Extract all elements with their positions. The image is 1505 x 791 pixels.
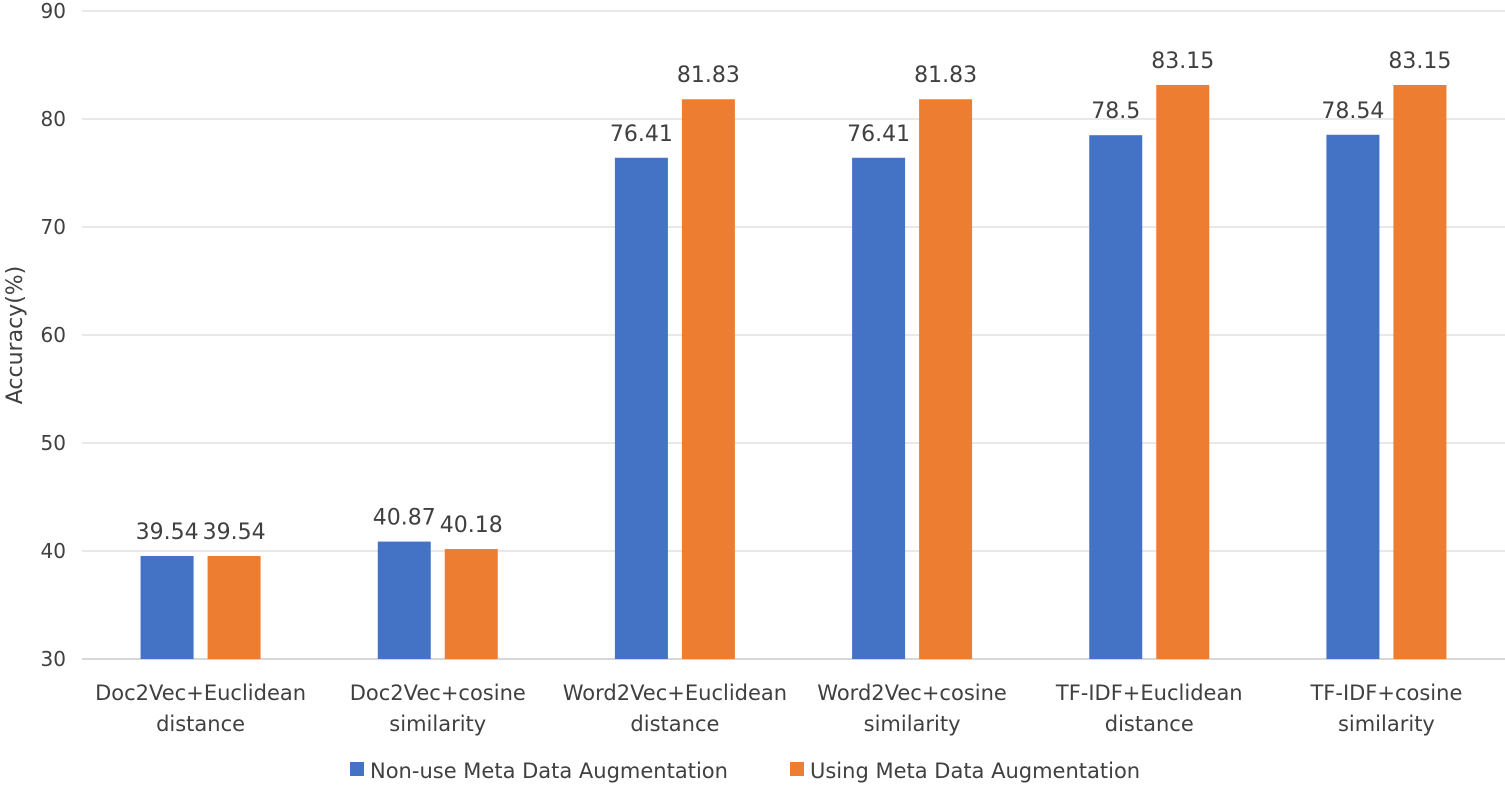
- x-category-label: Word2Vec+cosine: [817, 681, 1007, 705]
- bar-non-use-4: [1089, 135, 1143, 659]
- x-category-label: distance: [630, 712, 719, 736]
- bar-using-1: [444, 549, 498, 659]
- data-label: 76.41: [610, 122, 673, 147]
- data-labels: 39.54 39.54 40.87 40.18 76.41 81.83 76.41 81.83…: [136, 49, 1452, 545]
- x-category-label: similarity: [864, 712, 961, 736]
- x-category-label: TF-IDF+Euclidean: [1055, 681, 1243, 705]
- legend-swatch-using: [790, 762, 804, 776]
- legend: Non-use Meta Data Augmentation Using Meta…: [350, 759, 1140, 783]
- data-label: 76.41: [847, 122, 910, 147]
- y-tick-label: 40: [41, 539, 66, 563]
- legend-label: Using Meta Data Augmentation: [810, 759, 1140, 783]
- bar-non-use-1: [377, 541, 431, 659]
- y-tick-label: 60: [41, 323, 66, 347]
- data-label: 83.15: [1388, 49, 1451, 74]
- bar-non-use-3: [852, 157, 906, 659]
- x-category-label: Doc2Vec+cosine: [350, 681, 526, 705]
- bar-using-5: [1393, 84, 1447, 660]
- bar-using-4: [1156, 84, 1210, 660]
- y-tick-label: 90: [41, 0, 66, 23]
- x-axis-categories: Doc2Vec+Euclidean distance Doc2Vec+cosine s…: [95, 681, 1462, 736]
- x-category-label: similarity: [1338, 712, 1435, 736]
- x-category-label: distance: [1105, 712, 1194, 736]
- data-label: 40.87: [373, 506, 436, 531]
- y-tick-label: 50: [41, 431, 66, 455]
- y-axis-title: Accuracy(%): [3, 266, 28, 405]
- x-category-label: Word2Vec+Euclidean: [563, 681, 787, 705]
- y-tick-label: 70: [41, 215, 66, 239]
- bar-using-2: [681, 99, 735, 659]
- data-label: 81.83: [677, 63, 740, 88]
- bar-non-use-2: [614, 157, 668, 659]
- bar-non-use-5: [1326, 134, 1380, 659]
- y-tick-label: 30: [41, 647, 66, 671]
- legend-swatch-non-use: [350, 762, 364, 776]
- data-label: 39.54: [136, 520, 199, 545]
- y-tick-label: 80: [41, 107, 66, 131]
- bar-non-use-0: [140, 555, 194, 659]
- gridlines: [82, 10, 1505, 660]
- data-label: 78.5: [1091, 99, 1140, 124]
- bar-using-0: [207, 555, 261, 659]
- bar-using-3: [919, 99, 973, 659]
- x-category-label: TF-IDF+cosine: [1309, 681, 1462, 705]
- legend-label: Non-use Meta Data Augmentation: [370, 759, 728, 783]
- x-category-label: distance: [156, 712, 245, 736]
- data-label: 81.83: [914, 63, 977, 88]
- data-label: 78.54: [1321, 99, 1384, 124]
- data-label: 39.54: [203, 520, 266, 545]
- x-category-label: similarity: [389, 712, 486, 736]
- data-label: 40.18: [440, 513, 503, 538]
- y-axis-ticks: 30 40 50 60 70 80 90: [41, 0, 66, 671]
- bars: [140, 84, 1447, 660]
- x-category-label: Doc2Vec+Euclidean: [95, 681, 306, 705]
- data-label: 83.15: [1151, 49, 1214, 74]
